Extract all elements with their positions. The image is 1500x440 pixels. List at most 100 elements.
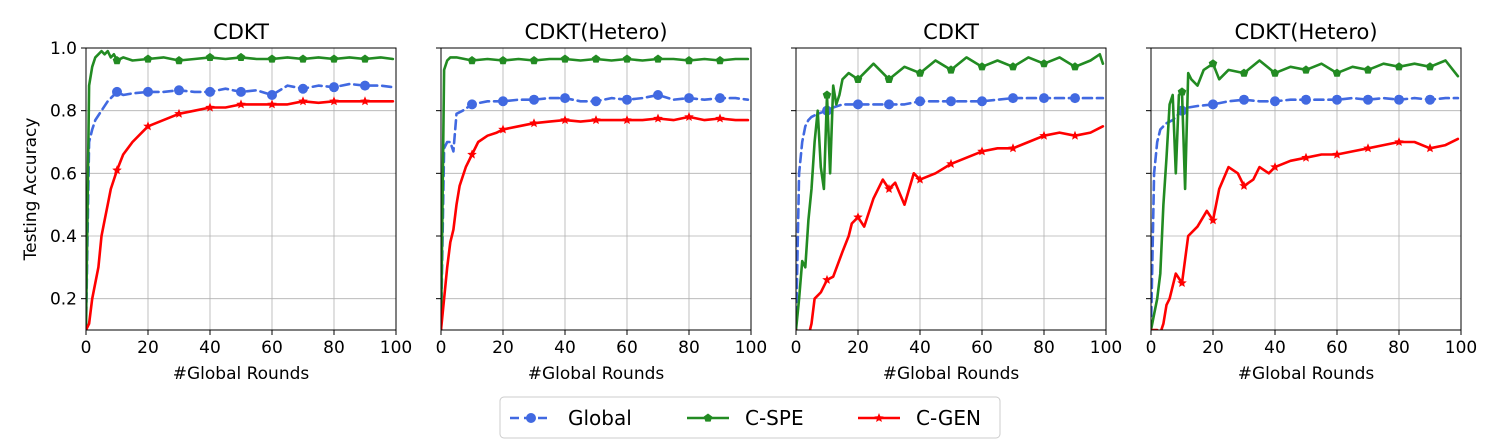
- y-tick-label: 0.8: [50, 102, 77, 122]
- data-point-c-spe: [360, 54, 370, 63]
- data-point-c-gen: [267, 99, 277, 109]
- x-axis-label: #Global Rounds: [528, 364, 665, 384]
- data-point-global: [1363, 94, 1373, 105]
- legend-marker: [703, 413, 713, 422]
- series-group: [441, 54, 750, 330]
- series-line-c-gen: [86, 100, 395, 330]
- series-line-global: [796, 96, 1105, 330]
- data-point-c-spe: [1177, 87, 1187, 96]
- data-point-c-spe: [1070, 62, 1080, 71]
- data-point-c-spe: [236, 52, 246, 61]
- data-point-c-gen: [560, 115, 570, 125]
- x-tick-label: 60: [971, 338, 993, 358]
- data-point-c-spe: [653, 54, 663, 63]
- data-point-c-gen: [1239, 180, 1249, 190]
- data-point-c-spe: [174, 56, 184, 65]
- data-point-c-spe: [715, 56, 725, 65]
- data-point-c-spe: [298, 54, 308, 63]
- data-point-c-gen: [112, 165, 122, 175]
- data-point-c-gen: [884, 184, 894, 193]
- plot-area: [1151, 48, 1461, 330]
- data-point-global: [1270, 96, 1280, 107]
- data-point-c-spe: [1208, 59, 1218, 68]
- data-point-c-spe: [498, 56, 508, 65]
- data-point-global: [1039, 93, 1049, 104]
- legend: Global C-SPE C-GEN: [499, 396, 1001, 439]
- legend-entry-global: Global: [510, 406, 632, 430]
- axes-frame: [795, 47, 1107, 331]
- data-point-c-gen: [1270, 162, 1280, 172]
- data-point-global: [884, 99, 894, 110]
- y-tick-label: 0.2: [50, 290, 77, 310]
- data-point-global: [174, 85, 184, 96]
- data-point-c-spe: [1425, 62, 1435, 71]
- x-tick-label: 80: [1388, 338, 1410, 358]
- series-line-global: [441, 93, 750, 330]
- data-point-c-spe: [591, 54, 601, 63]
- data-point-c-gen: [143, 121, 153, 131]
- data-point-global: [591, 96, 601, 107]
- panel-title: CDKT: [213, 20, 269, 44]
- x-tick-label: 100: [1090, 338, 1122, 358]
- panel-title: CDKT(Hetero): [1234, 20, 1377, 44]
- data-point-global: [1425, 94, 1435, 105]
- x-tick-label: 100: [1445, 338, 1477, 358]
- x-tick-label: 0: [1146, 338, 1157, 358]
- data-point-global: [1332, 94, 1342, 105]
- legend-entry-c-spe: C-SPE: [687, 406, 804, 430]
- data-point-c-gen: [1394, 137, 1404, 146]
- data-point-global: [853, 99, 863, 110]
- x-tick-label: 20: [137, 338, 159, 358]
- data-point-c-gen: [977, 146, 987, 156]
- data-point-c-gen: [1008, 143, 1018, 153]
- data-point-c-spe: [467, 56, 477, 65]
- data-point-global: [1208, 99, 1218, 110]
- x-tick-label: 60: [261, 338, 283, 358]
- data-point-global: [915, 96, 925, 107]
- x-tick-label: 80: [678, 338, 700, 358]
- data-point-global: [529, 94, 539, 105]
- data-point-c-spe: [560, 54, 570, 63]
- data-point-c-gen: [498, 124, 508, 134]
- data-point-c-gen: [467, 149, 477, 159]
- data-point-c-spe: [112, 56, 122, 65]
- data-point-global: [1008, 93, 1018, 104]
- series-group: [796, 52, 1105, 330]
- data-point-c-gen: [715, 113, 725, 123]
- x-tick-label: 0: [791, 338, 802, 358]
- data-point-c-gen: [236, 99, 246, 109]
- legend-label: C-GEN: [916, 406, 981, 430]
- data-point-c-gen: [622, 115, 632, 125]
- data-point-c-gen: [1332, 149, 1342, 159]
- data-point-c-gen: [1363, 143, 1373, 153]
- series-line-c-spe: [1151, 59, 1460, 330]
- data-point-c-gen: [174, 108, 184, 118]
- x-axis-label: #Global Rounds: [883, 364, 1020, 384]
- data-point-global: [205, 86, 215, 97]
- data-point-c-gen: [298, 96, 308, 106]
- data-point-c-gen: [1208, 215, 1218, 225]
- data-point-c-spe: [1301, 65, 1311, 74]
- panel-1: 0 20 40 60 80 100 0.2 0.4 0.6 0.8 1.0 CDKT #Global R…: [21, 20, 412, 384]
- series-line-c-gen: [796, 125, 1105, 330]
- data-point-global: [298, 83, 308, 94]
- data-point-global: [329, 82, 339, 93]
- x-axis-label: #Global Rounds: [173, 364, 310, 384]
- panel-3: 0 20 40 60 80 100 CDKT #Global Rounds: [791, 20, 1123, 384]
- data-point-global: [1301, 94, 1311, 105]
- data-point-global: [267, 90, 277, 100]
- data-point-c-spe: [822, 90, 832, 99]
- series-group: [1151, 59, 1460, 330]
- data-point-global: [977, 96, 987, 107]
- x-tick-label: 80: [323, 338, 345, 358]
- x-tick-label: 20: [847, 338, 869, 358]
- axes-frame: [85, 47, 397, 331]
- data-point-c-spe: [946, 65, 956, 74]
- series-line-c-spe: [86, 49, 395, 330]
- data-point-c-gen: [1425, 143, 1435, 153]
- axes-frame: [1150, 47, 1462, 331]
- data-point-c-spe: [884, 74, 894, 83]
- data-point-c-gen: [360, 96, 370, 106]
- data-point-global: [112, 86, 122, 97]
- data-point-c-gen: [822, 274, 832, 284]
